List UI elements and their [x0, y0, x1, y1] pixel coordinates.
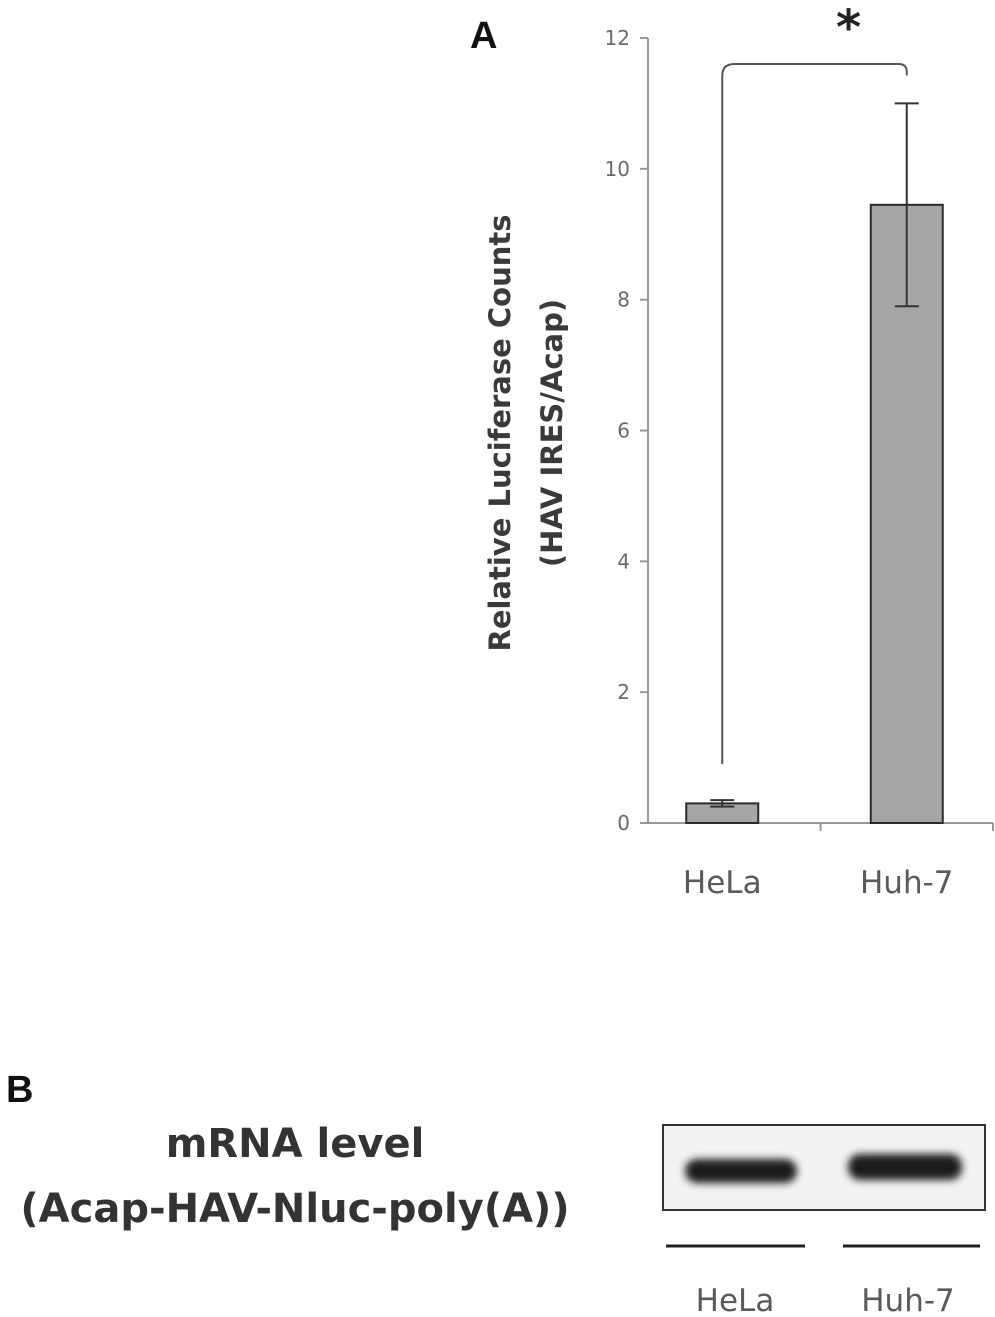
significance-bracket-line [721, 63, 908, 765]
western-blot: HeLa Huh-7 [662, 1124, 986, 1317]
blot-title-line1: mRNA level [166, 1121, 425, 1167]
y-tick-label: 0 [617, 811, 630, 835]
x-category-label: HeLa [683, 865, 762, 901]
y-axis-title-line1: Relative Luciferase Counts [483, 214, 517, 651]
y-tick-label: 8 [617, 288, 630, 312]
y-tick-label: 2 [617, 680, 630, 704]
x-ticks [819, 823, 994, 831]
significance-star: * [836, 0, 861, 56]
bar-chart: Relative Luciferase Counts (HAV IRES/Aca… [483, 0, 994, 901]
bars [685, 203, 944, 824]
y-tick-label: 12 [605, 26, 630, 50]
bar-huh-7 [869, 203, 944, 824]
y-tick-label: 6 [617, 419, 630, 443]
y-axis-title-line2: (HAV IRES/Acap) [535, 299, 569, 567]
lane-label-huh7: Huh-7 [861, 1283, 955, 1317]
x-category-label: Huh-7 [860, 865, 954, 901]
blot-title-line2: (Acap-HAV-Nluc-poly(A)) [20, 1186, 569, 1232]
blot-band-huh7 [848, 1154, 962, 1180]
panel-a-label: A [470, 15, 497, 57]
error-bars [710, 102, 919, 808]
blot-band-hela [685, 1159, 797, 1183]
significance-bracket: * [721, 0, 908, 765]
y-tick-label: 4 [617, 549, 630, 573]
y-ticks: 0 2 4 6 8 10 12 [605, 26, 648, 835]
y-tick-label: 10 [605, 157, 630, 181]
category-labels: HeLa Huh-7 [683, 865, 954, 901]
panel-b-label: B [6, 1069, 33, 1111]
lane-label-hela: HeLa [696, 1283, 775, 1317]
